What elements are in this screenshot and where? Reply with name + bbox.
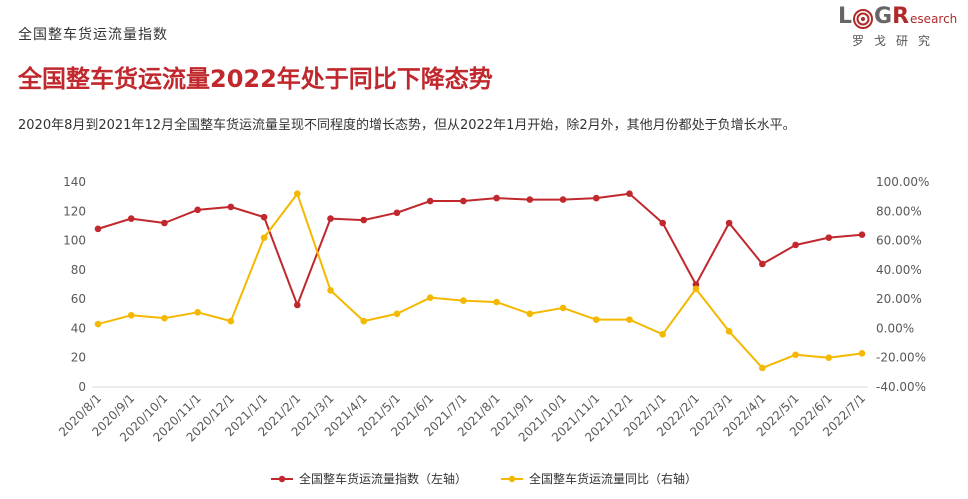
data-point-yoy bbox=[194, 309, 201, 316]
data-point-yoy bbox=[227, 317, 235, 325]
data-point-index bbox=[227, 203, 235, 211]
page-title: 全国整车货运流量2022年处于同比下降态势 bbox=[18, 65, 493, 93]
data-point-yoy bbox=[759, 364, 766, 372]
data-point-index bbox=[460, 197, 467, 205]
series-line-index bbox=[97, 192, 863, 306]
data-point-index bbox=[94, 225, 102, 233]
data-point-yoy bbox=[260, 234, 268, 241]
line-chart: 0 20 40 60 80 100 120 140 -40.00% -20.00% 0.00% 20.… bbox=[56, 175, 929, 445]
data-point-index bbox=[825, 234, 833, 241]
data-point-index bbox=[626, 190, 633, 198]
data-point-index bbox=[294, 301, 301, 309]
data-point-index bbox=[592, 194, 600, 202]
data-point-yoy bbox=[825, 354, 833, 362]
data-point-yoy bbox=[127, 311, 135, 319]
data-point-index bbox=[360, 216, 368, 224]
data-point-yoy bbox=[327, 287, 334, 294]
data-point-yoy bbox=[94, 320, 102, 328]
data-point-yoy bbox=[626, 316, 633, 323]
y-left-tick-label: 40 bbox=[71, 321, 86, 335]
data-point-yoy bbox=[161, 314, 168, 322]
y-left-tick-label: 100 bbox=[63, 234, 86, 248]
data-point-yoy bbox=[792, 351, 799, 359]
logo-subtitle: 罗戈研究 bbox=[852, 34, 941, 48]
data-point-index bbox=[526, 196, 534, 203]
data-point-index bbox=[858, 231, 866, 239]
legend-label-index: 全国整车货运流量指数（左轴） bbox=[298, 472, 467, 486]
data-point-index bbox=[559, 196, 567, 203]
y-left-tick-label: 80 bbox=[71, 263, 86, 277]
legend-item-yoy: 全国整车货运流量同比（右轴） bbox=[501, 470, 697, 487]
y-left-tick-label: 60 bbox=[71, 292, 86, 306]
data-point-yoy bbox=[360, 317, 368, 325]
y-right-tick-label: 80.00% bbox=[876, 204, 922, 218]
data-point-yoy bbox=[426, 294, 434, 301]
data-point-index bbox=[327, 215, 334, 222]
data-point-index bbox=[161, 219, 168, 227]
y-left-tick-label: 140 bbox=[63, 175, 86, 189]
y-right-tick-label: -40.00% bbox=[876, 380, 926, 394]
legend-label-yoy: 全国整车货运流量同比（右轴） bbox=[529, 472, 698, 486]
data-point-index bbox=[393, 209, 401, 217]
y-right-tick-label: 40.00% bbox=[876, 263, 922, 277]
y-right-tick-label: 100.00% bbox=[876, 175, 929, 189]
legend-swatch-yoy bbox=[501, 475, 523, 482]
y-left-tick-label: 20 bbox=[71, 351, 86, 365]
data-point-yoy bbox=[692, 285, 700, 293]
y-left-tick-label: 0 bbox=[78, 380, 86, 394]
data-point-yoy bbox=[294, 190, 301, 198]
y-right-tick-label: 0.00% bbox=[876, 321, 914, 335]
data-point-index bbox=[127, 215, 135, 222]
data-point-yoy bbox=[460, 297, 467, 304]
data-point-yoy bbox=[659, 330, 666, 338]
target-rings-icon bbox=[853, 9, 874, 29]
logo: L G R esearch 罗戈研究 bbox=[838, 4, 958, 50]
data-point-index bbox=[759, 260, 766, 268]
y-right-tick-label: -20.00% bbox=[876, 351, 926, 365]
logo-letter-r: R bbox=[892, 4, 910, 29]
y-right-tick-label: 60.00% bbox=[876, 234, 922, 248]
legend-swatch-index bbox=[270, 475, 293, 482]
logo-research-text: esearch bbox=[910, 12, 958, 26]
data-point-yoy bbox=[493, 298, 500, 306]
data-point-index bbox=[194, 206, 201, 214]
data-point-index bbox=[659, 219, 666, 227]
data-point-index bbox=[725, 219, 733, 227]
data-point-index bbox=[792, 241, 799, 249]
data-point-index bbox=[260, 213, 268, 221]
data-point-yoy bbox=[559, 304, 567, 312]
data-point-index bbox=[426, 197, 434, 205]
y-left-tick-label: 120 bbox=[63, 204, 86, 218]
data-point-yoy bbox=[858, 350, 866, 357]
logo-letter-g: G bbox=[874, 4, 893, 29]
data-point-yoy bbox=[592, 316, 600, 323]
data-point-index bbox=[493, 194, 500, 202]
data-point-yoy bbox=[725, 328, 733, 335]
data-point-yoy bbox=[526, 310, 534, 318]
chart-legend: 全国整车货运流量指数（左轴） 全国整车货运流量同比（右轴） bbox=[0, 470, 968, 487]
series-line-yoy bbox=[97, 192, 863, 369]
logo-letter-l: L bbox=[838, 4, 853, 29]
y-right-tick-label: 20.00% bbox=[876, 292, 922, 306]
section-label: 全国整车货运流量指数 bbox=[18, 27, 168, 43]
data-point-yoy bbox=[393, 310, 401, 318]
page-description: 2020年8月到2021年12月全国整车货运流量呈现不同程度的增长态势，但从20… bbox=[18, 118, 796, 133]
legend-item-index: 全国整车货运流量指数（左轴） bbox=[270, 470, 467, 487]
